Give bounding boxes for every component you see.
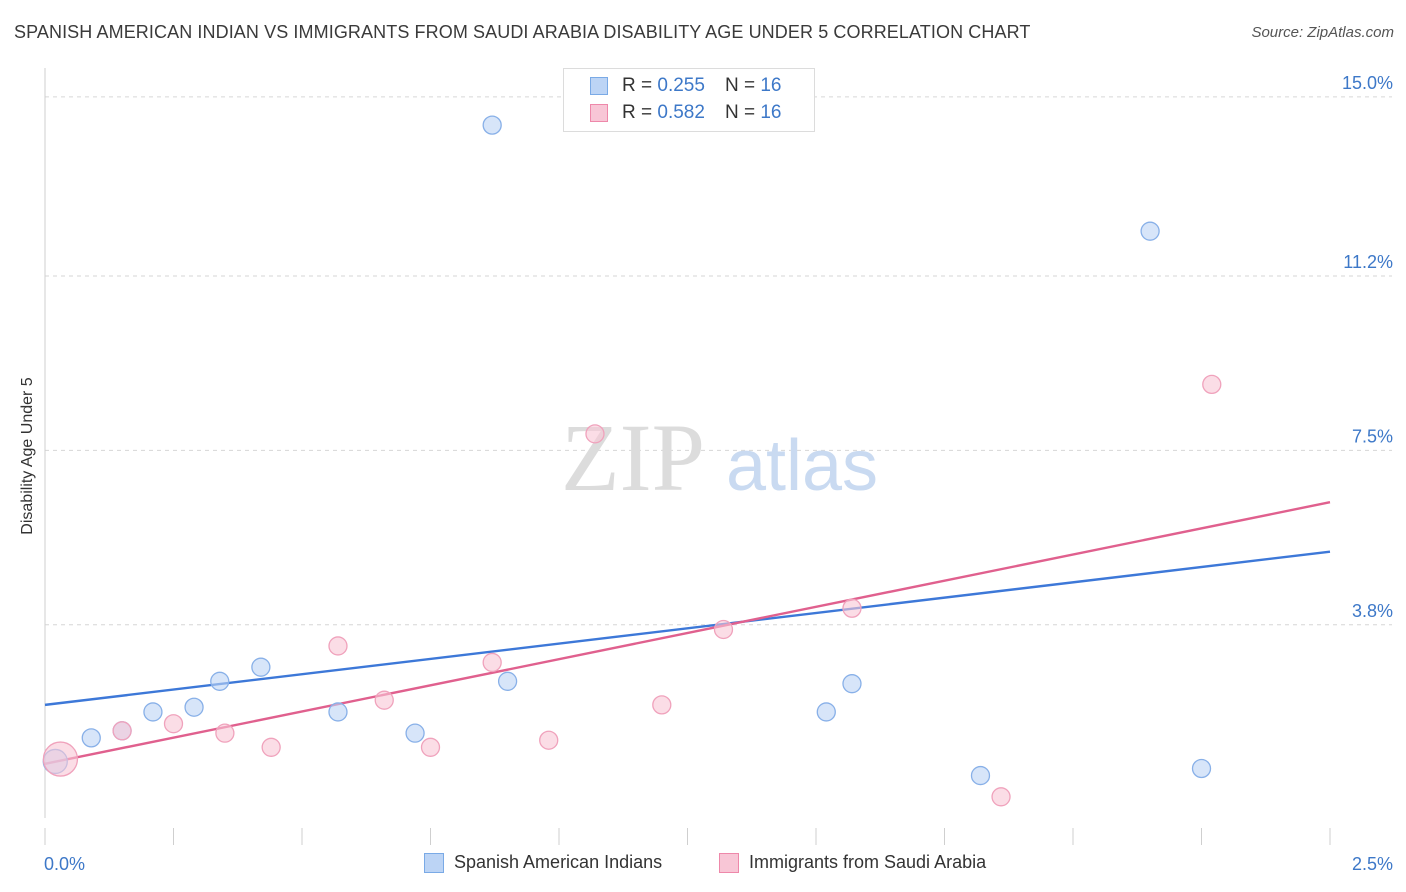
legend-n-value: 16 — [760, 75, 782, 96]
y-tick-label: 15.0% — [1342, 73, 1393, 93]
legend-n-label: N = — [724, 75, 756, 96]
point-immigrants-saudi-arabia — [261, 737, 281, 757]
point-spanish-american-indians — [81, 728, 101, 748]
point-spanish-american-indians — [816, 702, 836, 722]
bottom-legend-series-2: Immigrants from Saudi Arabia — [719, 852, 986, 873]
bottom-legend-swatch-pink — [719, 852, 739, 873]
legend-swatch-blue — [590, 77, 608, 95]
watermark-zip: ZIP — [561, 404, 705, 511]
y-tick-label: 11.2% — [1343, 252, 1393, 272]
point-spanish-american-indians — [482, 115, 502, 135]
point-immigrants-saudi-arabia — [374, 690, 394, 710]
point-immigrants-saudi-arabia — [420, 737, 441, 757]
legend-n-label: N = — [724, 102, 756, 123]
point-spanish-american-indians — [143, 702, 163, 722]
legend-r-label: R = — [622, 75, 653, 96]
bottom-legend-label: Spanish American Indians — [454, 852, 663, 872]
watermark: ZIP atlas — [561, 404, 878, 511]
point-immigrants-saudi-arabia — [585, 424, 605, 444]
point-immigrants-saudi-arabia — [163, 714, 184, 734]
y-tick-label: 3.8% — [1352, 601, 1393, 621]
point-immigrants-saudi-arabia — [215, 723, 235, 743]
data-points — [42, 115, 1222, 807]
point-spanish-american-indians — [1140, 221, 1160, 241]
point-spanish-american-indians — [842, 674, 862, 694]
bottom-legend-series-1: Spanish American Indians — [424, 852, 662, 873]
chart-title: SPANISH AMERICAN INDIAN VS IMMIGRANTS FR… — [14, 22, 1031, 42]
bottom-legend-label: Immigrants from Saudi Arabia — [749, 852, 987, 872]
point-spanish-american-indians — [970, 765, 991, 786]
watermark-atlas: atlas — [726, 426, 878, 506]
trend-lines — [44, 501, 1331, 765]
trend-line-immigrants-saudi-arabia — [44, 501, 1331, 765]
legend-swatch-pink — [590, 104, 608, 122]
point-immigrants-saudi-arabia — [842, 598, 862, 618]
x-tick-label: 2.5% — [1352, 854, 1393, 874]
tick-labels: 3.8% 7.5% 11.2% 15.0% 0.0% 2.5% — [44, 73, 1393, 874]
point-spanish-american-indians — [251, 657, 271, 677]
point-immigrants-saudi-arabia — [539, 730, 559, 750]
point-immigrants-saudi-arabia — [42, 741, 79, 777]
axes — [44, 68, 1331, 845]
legend-row-series-1: R = 0.255 N = 16 — [590, 74, 781, 98]
correlation-legend: R = 0.255 N = 16 R = 0.582 N = 16 — [563, 68, 815, 132]
source-label: Source: ZipAtlas.com — [1251, 24, 1394, 41]
point-immigrants-saudi-arabia — [1202, 374, 1222, 395]
point-immigrants-saudi-arabia — [991, 787, 1011, 807]
legend-r-value: 0.582 — [657, 102, 705, 123]
point-immigrants-saudi-arabia — [482, 652, 502, 673]
bottom-legend-swatch-blue — [424, 852, 444, 873]
gridlines — [45, 96, 1392, 626]
legend-row-series-2: R = 0.582 N = 16 — [590, 101, 781, 125]
point-immigrants-saudi-arabia — [652, 695, 672, 715]
point-immigrants-saudi-arabia — [328, 636, 348, 656]
trend-line-spanish-american-indians — [44, 550, 1331, 707]
point-spanish-american-indians — [1191, 758, 1212, 779]
x-tick-label: 0.0% — [44, 854, 85, 874]
point-immigrants-saudi-arabia — [112, 721, 132, 741]
y-tick-label: 7.5% — [1352, 426, 1393, 446]
legend-n-value: 16 — [760, 102, 782, 123]
point-spanish-american-indians — [328, 702, 348, 722]
legend-r-value: 0.255 — [657, 75, 705, 96]
point-spanish-american-indians — [405, 723, 425, 743]
legend-r-label: R = — [622, 102, 653, 123]
point-spanish-american-indians — [497, 671, 518, 691]
point-immigrants-saudi-arabia — [713, 619, 734, 640]
point-spanish-american-indians — [184, 697, 204, 717]
point-spanish-american-indians — [210, 671, 230, 691]
